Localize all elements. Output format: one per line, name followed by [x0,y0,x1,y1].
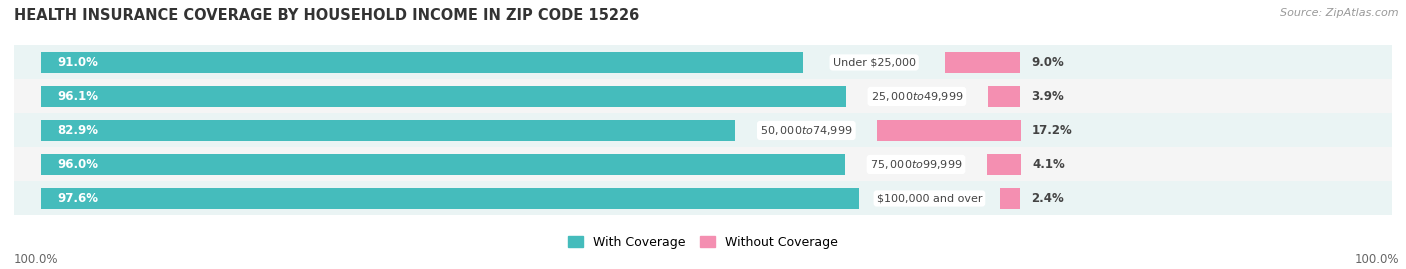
Bar [0,147,1406,182]
Bar [0,182,1406,215]
Bar [41,120,735,141]
Text: $25,000 to $49,999: $25,000 to $49,999 [870,90,963,103]
Text: 2.4%: 2.4% [1031,192,1064,205]
Text: Source: ZipAtlas.com: Source: ZipAtlas.com [1281,8,1399,18]
Bar [1000,188,1021,209]
Bar [0,79,1406,114]
Text: 100.0%: 100.0% [14,253,59,266]
Bar [0,114,1406,147]
Text: 17.2%: 17.2% [1032,124,1073,137]
Bar [41,86,846,107]
Bar [41,188,859,209]
Bar [877,120,1021,141]
Bar [945,52,1021,73]
Text: 91.0%: 91.0% [58,56,98,69]
Text: 82.9%: 82.9% [58,124,98,137]
Bar [987,154,1021,175]
Text: $75,000 to $99,999: $75,000 to $99,999 [870,158,962,171]
Text: 3.9%: 3.9% [1031,90,1064,103]
Text: 4.1%: 4.1% [1032,158,1064,171]
Text: 100.0%: 100.0% [1354,253,1399,266]
Text: Under $25,000: Under $25,000 [832,58,915,68]
Text: $50,000 to $74,999: $50,000 to $74,999 [761,124,852,137]
Text: 97.6%: 97.6% [58,192,98,205]
Bar [41,154,845,175]
Legend: With Coverage, Without Coverage: With Coverage, Without Coverage [562,231,844,254]
Text: HEALTH INSURANCE COVERAGE BY HOUSEHOLD INCOME IN ZIP CODE 15226: HEALTH INSURANCE COVERAGE BY HOUSEHOLD I… [14,8,640,23]
Text: 96.0%: 96.0% [58,158,98,171]
Text: 9.0%: 9.0% [1031,56,1064,69]
Bar [988,86,1021,107]
Text: $100,000 and over: $100,000 and over [877,193,983,203]
Bar [41,52,803,73]
Text: 96.1%: 96.1% [58,90,98,103]
Bar [0,45,1406,79]
